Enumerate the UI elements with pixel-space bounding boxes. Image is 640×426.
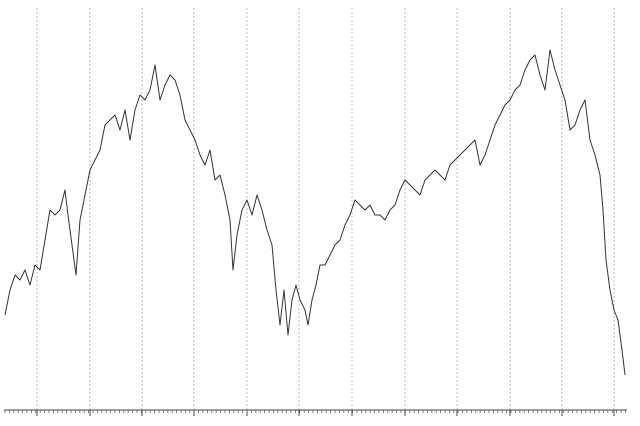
price-line [4,49,626,376]
